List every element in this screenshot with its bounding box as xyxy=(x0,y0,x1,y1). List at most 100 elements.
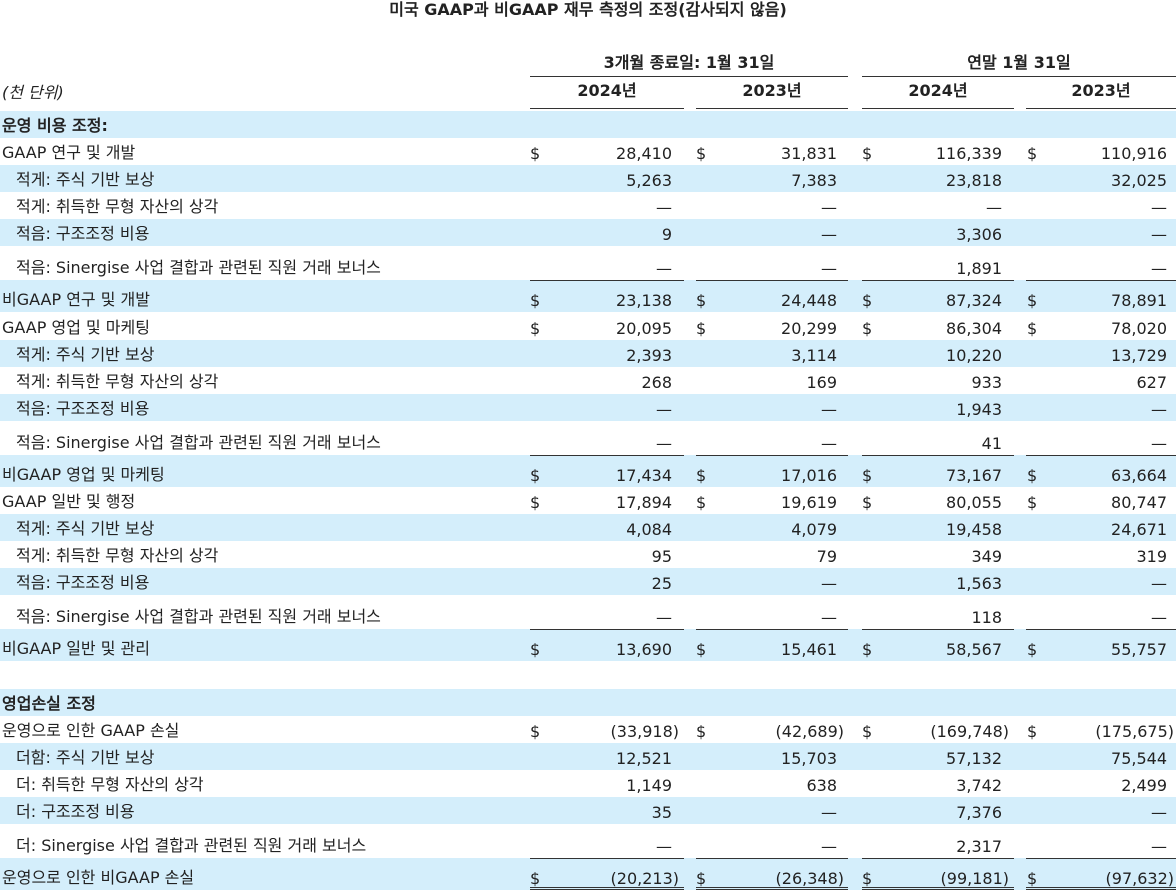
table-row: GAAP 일반 및 행정 $17,894 $19,619 $80,055 $80,747 xyxy=(0,487,1176,514)
dollar-sign: $ xyxy=(530,319,541,338)
row-label: 비GAAP 일반 및 관리 xyxy=(2,639,150,658)
cell-value: 4,084 xyxy=(626,520,672,539)
dollar-sign: $ xyxy=(530,869,541,888)
dollar-sign: $ xyxy=(1027,319,1038,338)
row-label: 운영 비용 조정: xyxy=(2,116,108,135)
row-label: 비GAAP 영업 및 마케팅 xyxy=(2,465,165,484)
row-label: 적음: Sinergise 사업 결합과 관련된 직원 거래 보너스 xyxy=(16,258,381,277)
row-label: GAAP 연구 및 개발 xyxy=(2,143,136,162)
cell-value: 19,619 xyxy=(781,493,837,512)
cell-value: 35 xyxy=(651,803,672,822)
row-label: 적게: 취득한 무형 자산의 상각 xyxy=(16,372,219,391)
cell-value: 19,458 xyxy=(946,520,1002,539)
subtotal-rule xyxy=(696,858,848,859)
table-row: 더: Sinergise 사업 결합과 관련된 직원 거래 보너스 — — 2,317… xyxy=(0,824,1176,858)
cell-value: 28,410 xyxy=(616,144,672,163)
cell-value: 9 xyxy=(661,225,672,244)
row-label: 적게: 주식 기반 보상 xyxy=(16,170,155,189)
header-year-fy-2023: 2023년 xyxy=(1071,81,1131,100)
subtotal-rule xyxy=(862,455,1014,456)
table-row: 영업손실 조정 xyxy=(0,689,1176,716)
cell-value: 87,324 xyxy=(946,291,1002,310)
cell-value: 638 xyxy=(806,776,837,795)
cell-value: — xyxy=(1151,608,1167,627)
cell-value: 627 xyxy=(1136,373,1167,392)
cell-value: — xyxy=(656,608,672,627)
header-rule-year-3 xyxy=(862,108,1014,109)
table-row: GAAP 연구 및 개발 $28,410 $31,831 $116,339 $110,9… xyxy=(0,138,1176,165)
cell-value: 12,521 xyxy=(616,749,672,768)
table-row: 적음: Sinergise 사업 결합과 관련된 직원 거래 보너스 — — 1,89… xyxy=(0,246,1176,280)
cell-value: — xyxy=(821,259,837,278)
cell-value: 4,079 xyxy=(791,520,837,539)
cell-value: 86,304 xyxy=(946,319,1002,338)
cell-value: 15,461 xyxy=(781,640,837,659)
header-year-fy-2024: 2024년 xyxy=(908,81,968,100)
cell-value: — xyxy=(1151,225,1167,244)
cell-value: 25 xyxy=(651,574,672,593)
dollar-sign: $ xyxy=(862,493,873,512)
cell-value: 349 xyxy=(971,547,1002,566)
cell-value: — xyxy=(821,434,837,453)
cell-value: 24,671 xyxy=(1111,520,1167,539)
cell-value: — xyxy=(1151,574,1167,593)
cell-value: — xyxy=(821,198,837,217)
total-double-rule xyxy=(1026,887,1176,890)
cell-value: 63,664 xyxy=(1111,466,1167,485)
dollar-sign: $ xyxy=(862,722,873,741)
dollar-sign: $ xyxy=(696,869,707,888)
cell-value: (175,675) xyxy=(1095,722,1174,741)
table-row: 운영 비용 조정: xyxy=(0,111,1176,138)
cell-value: 31,831 xyxy=(781,144,837,163)
dollar-sign: $ xyxy=(1027,291,1038,310)
table-row: 운영으로 인한 비GAAP 손실 $ (20,213) $ (26,348) $ (99,1… xyxy=(0,858,1176,890)
dollar-sign: $ xyxy=(530,466,541,485)
dollar-sign: $ xyxy=(530,722,541,741)
header-rule-year-2 xyxy=(696,108,848,109)
cell-value: 5,263 xyxy=(626,171,672,190)
cell-value: 1,563 xyxy=(956,574,1002,593)
dollar-sign: $ xyxy=(862,466,873,485)
row-label: 적게: 주식 기반 보상 xyxy=(16,519,155,538)
cell-value: (20,213) xyxy=(610,869,679,888)
dollar-sign: $ xyxy=(862,869,873,888)
cell-value: 116,339 xyxy=(935,144,1002,163)
cell-value: 3,742 xyxy=(956,776,1002,795)
row-label: 적음: Sinergise 사업 결합과 관련된 직원 거래 보너스 xyxy=(16,607,381,626)
table-row: 더: 구조조정 비용 35 — 7,376 — xyxy=(0,797,1176,824)
header-rule-group2 xyxy=(862,76,1176,77)
cell-value: — xyxy=(821,574,837,593)
cell-value: — xyxy=(656,434,672,453)
cell-value: 41 xyxy=(981,434,1002,453)
dollar-sign: $ xyxy=(1027,722,1038,741)
cell-value: — xyxy=(821,608,837,627)
total-double-rule xyxy=(530,887,684,890)
cell-value: 58,567 xyxy=(946,640,1002,659)
subtotal-rule xyxy=(1026,455,1176,456)
cell-value: — xyxy=(656,400,672,419)
cell-value: 15,703 xyxy=(781,749,837,768)
subtotal-rule xyxy=(862,280,1014,281)
total-double-rule xyxy=(696,887,848,890)
header-three-months: 3개월 종료일: 1월 31일 xyxy=(603,53,775,72)
row-label: 적음: 구조조정 비용 xyxy=(16,399,150,418)
cell-value: (33,918) xyxy=(610,722,679,741)
cell-value: 17,016 xyxy=(781,466,837,485)
cell-value: 118 xyxy=(971,608,1002,627)
row-label: 비GAAP 연구 및 개발 xyxy=(2,290,150,309)
header-year-q-2023: 2023년 xyxy=(742,81,802,100)
header-rule-year-4 xyxy=(1026,108,1176,109)
header-year-q-2024: 2024년 xyxy=(577,81,637,100)
cell-value: 1,891 xyxy=(956,259,1002,278)
cell-value: 80,055 xyxy=(946,493,1002,512)
table-row: 적음: Sinergise 사업 결합과 관련된 직원 거래 보너스 — — 41 — xyxy=(0,421,1176,455)
cell-value: 13,729 xyxy=(1111,346,1167,365)
header-rule-group1 xyxy=(530,76,848,77)
cell-value: 80,747 xyxy=(1111,493,1167,512)
table-row: 적게: 주식 기반 보상 5,263 7,383 23,818 32,025 xyxy=(0,165,1176,192)
row-label: 더: 구조조정 비용 xyxy=(16,802,135,821)
dollar-sign: $ xyxy=(696,493,707,512)
table-row: 더함: 주식 기반 보상 12,521 15,703 57,132 75,544 xyxy=(0,743,1176,770)
subtotal-rule xyxy=(530,629,684,630)
row-label: 더함: 주식 기반 보상 xyxy=(16,748,155,767)
